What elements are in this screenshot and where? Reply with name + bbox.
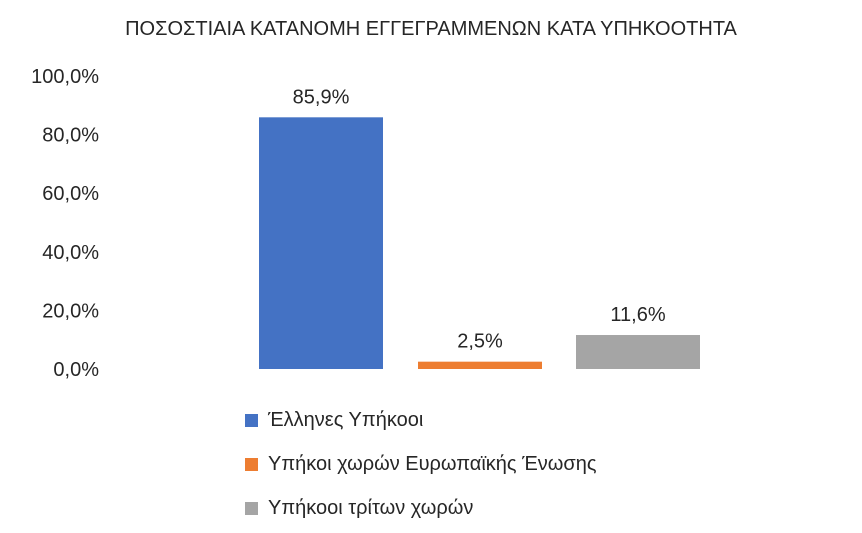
data-label: 85,9% [293,86,350,108]
legend-item: Υπήκοι χωρών Ευρωπαϊκής Ένωσης [245,442,597,486]
legend-swatch-icon [245,413,258,427]
y-tick-label: 40,0% [42,242,99,264]
data-label: 11,6% [610,304,665,326]
legend: Έλληνες Υπήκοοι Υπήκοι χωρών Ευρωπαϊκής … [245,398,597,530]
y-tick-label: 20,0% [42,300,99,322]
y-tick-label: 100,0% [31,66,99,88]
chart-title: ΠΟΣΟΣΤΙΑΙΑ ΚΑΤΑΝΟΜΗ ΕΓΓΕΓΡΑΜΜΕΝΩΝ ΚΑΤΑ Υ… [125,18,737,40]
bar [576,335,700,369]
legend-item: Έλληνες Υπήκοοι [245,398,597,442]
y-tick-label: 0,0% [53,359,99,381]
legend-label: Υπήκοοι τρίτων χωρών [268,496,474,519]
legend-swatch-icon [245,501,258,515]
legend-swatch-icon [245,457,258,471]
legend-item: Υπήκοοι τρίτων χωρών [245,486,597,530]
bar [259,117,383,369]
legend-label: Υπήκοι χωρών Ευρωπαϊκής Ένωσης [268,452,597,475]
data-label: 2,5% [457,331,503,353]
bar [418,361,542,369]
y-tick-label: 80,0% [42,125,99,147]
y-tick-label: 60,0% [42,183,99,205]
legend-label: Έλληνες Υπήκοοι [268,408,424,431]
